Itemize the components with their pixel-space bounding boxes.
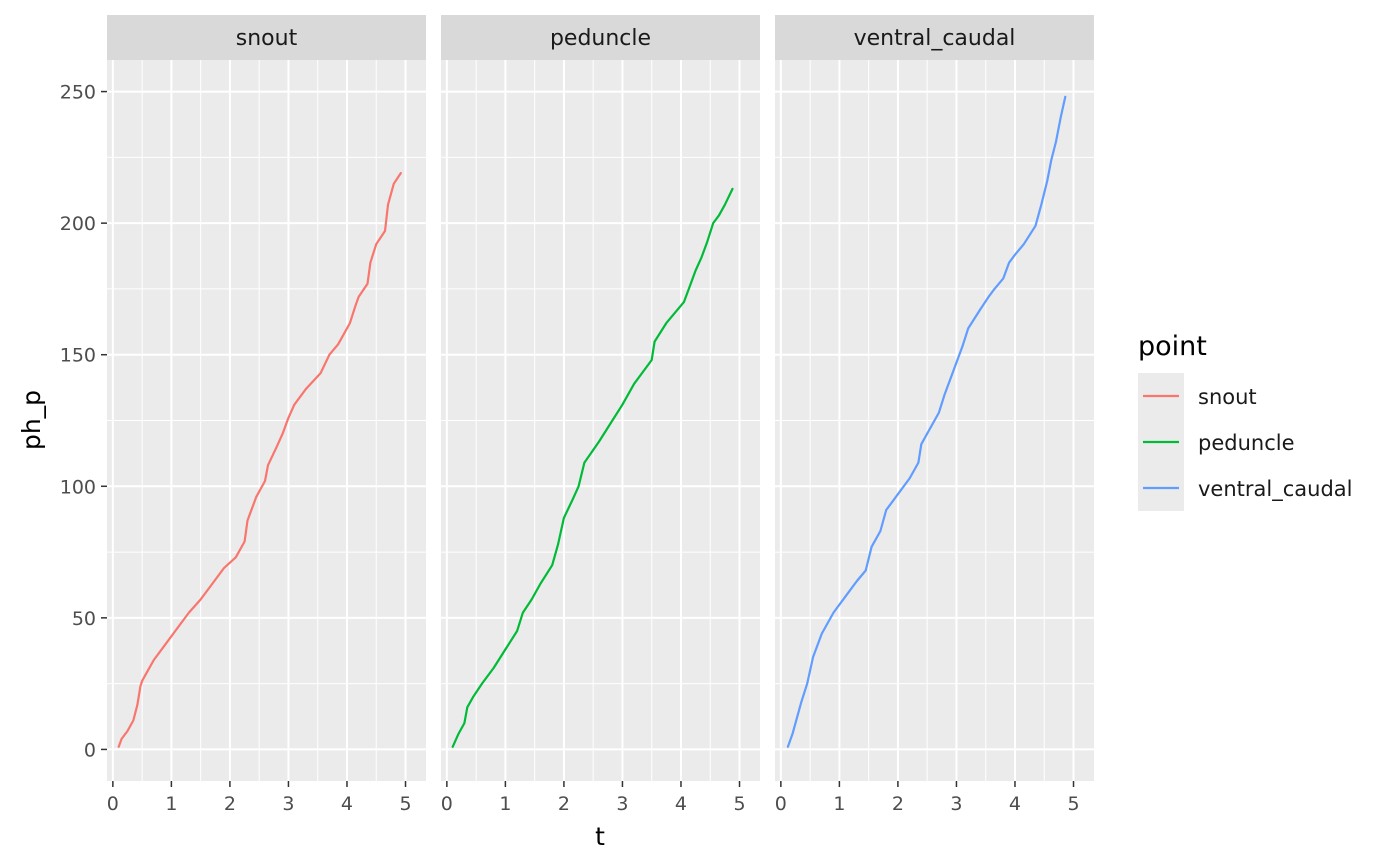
x-tick-label: 3 bbox=[282, 793, 294, 815]
facet-strip-label: ventral_caudal bbox=[854, 26, 1016, 51]
x-tick-label: 1 bbox=[499, 793, 511, 815]
legend-entry-peduncle: peduncle bbox=[1138, 419, 1295, 465]
legend-entry-snout: snout bbox=[1138, 373, 1257, 419]
y-axis-title: ph_p bbox=[17, 390, 46, 450]
legend-label: snout bbox=[1198, 385, 1257, 409]
legend-label: peduncle bbox=[1198, 431, 1295, 455]
x-tick-label: 3 bbox=[616, 793, 628, 815]
y-tick-label: 150 bbox=[60, 345, 96, 367]
facet-strip-snout bbox=[107, 15, 426, 60]
y-tick-label: 250 bbox=[60, 82, 96, 104]
x-tick-label: 4 bbox=[1009, 793, 1021, 815]
y-tick-label: 50 bbox=[72, 608, 96, 630]
x-tick-label: 3 bbox=[950, 793, 962, 815]
x-tick-label: 0 bbox=[107, 793, 119, 815]
legend-keys: snout peduncle ventral_caudal bbox=[1138, 373, 1353, 511]
legend-entry-ventral_caudal: ventral_caudal bbox=[1138, 465, 1353, 511]
x-axis-title: t bbox=[595, 822, 605, 851]
x-tick-label: 2 bbox=[224, 793, 236, 815]
x-tick-label: 1 bbox=[833, 793, 845, 815]
x-tick-label: 2 bbox=[558, 793, 570, 815]
legend-title: point bbox=[1138, 331, 1207, 362]
facet-strip-label: snout bbox=[236, 26, 298, 51]
legend: point snout peduncle ventral_caudal bbox=[1138, 331, 1353, 511]
y-tick-label: 100 bbox=[60, 476, 96, 498]
series-line-snout bbox=[117, 172, 402, 748]
y-tick-label: 200 bbox=[60, 213, 96, 235]
legend-label: ventral_caudal bbox=[1198, 477, 1353, 502]
facet-panels: snout peduncle ventral_caudal bbox=[107, 15, 1094, 781]
x-tick-label: 1 bbox=[165, 793, 177, 815]
facet-strip-label: peduncle bbox=[550, 26, 651, 51]
x-tick-label: 0 bbox=[775, 793, 787, 815]
series-line-ventral_caudal bbox=[786, 95, 1067, 748]
x-tick-label: 5 bbox=[1067, 793, 1079, 815]
facet-panel-peduncle: peduncle bbox=[441, 15, 760, 781]
series-line-peduncle bbox=[451, 187, 734, 748]
y-tick-label: 0 bbox=[84, 739, 96, 761]
x-tick-label: 4 bbox=[675, 793, 687, 815]
x-tick-label: 2 bbox=[892, 793, 904, 815]
x-tick-label: 4 bbox=[341, 793, 353, 815]
facet-panel-snout: snout bbox=[107, 15, 426, 781]
facet-strip-ventral_caudal bbox=[775, 15, 1094, 60]
x-tick-label: 5 bbox=[399, 793, 411, 815]
x-tick-label: 0 bbox=[441, 793, 453, 815]
facet-panel-ventral_caudal: ventral_caudal bbox=[775, 15, 1094, 781]
facet-strip-peduncle bbox=[441, 15, 760, 60]
x-tick-label: 5 bbox=[733, 793, 745, 815]
